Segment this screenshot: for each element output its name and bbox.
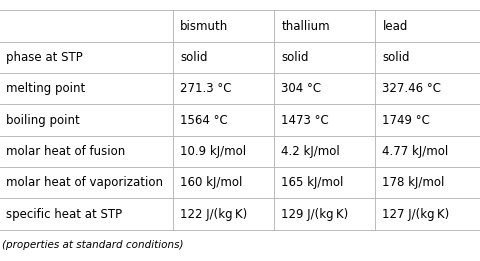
Text: specific heat at STP: specific heat at STP: [6, 207, 121, 221]
Text: 10.9 kJ/mol: 10.9 kJ/mol: [180, 145, 246, 158]
Text: boiling point: boiling point: [6, 114, 79, 127]
Text: 165 kJ/mol: 165 kJ/mol: [281, 176, 343, 189]
Text: 327.46 °C: 327.46 °C: [382, 82, 441, 95]
Text: 178 kJ/mol: 178 kJ/mol: [382, 176, 444, 189]
Text: 127 J/(kg K): 127 J/(kg K): [382, 207, 449, 221]
Text: molar heat of vaporization: molar heat of vaporization: [6, 176, 162, 189]
Text: thallium: thallium: [281, 20, 329, 33]
Text: solid: solid: [281, 51, 308, 64]
Text: 271.3 °C: 271.3 °C: [180, 82, 231, 95]
Text: 1564 °C: 1564 °C: [180, 114, 228, 127]
Text: 129 J/(kg K): 129 J/(kg K): [281, 207, 348, 221]
Text: molar heat of fusion: molar heat of fusion: [6, 145, 125, 158]
Text: 4.2 kJ/mol: 4.2 kJ/mol: [281, 145, 339, 158]
Text: lead: lead: [382, 20, 407, 33]
Text: (properties at standard conditions): (properties at standard conditions): [2, 240, 183, 250]
Text: 4.77 kJ/mol: 4.77 kJ/mol: [382, 145, 448, 158]
Text: 160 kJ/mol: 160 kJ/mol: [180, 176, 242, 189]
Text: bismuth: bismuth: [180, 20, 228, 33]
Text: 1749 °C: 1749 °C: [382, 114, 430, 127]
Text: phase at STP: phase at STP: [6, 51, 83, 64]
Text: 304 °C: 304 °C: [281, 82, 321, 95]
Text: 122 J/(kg K): 122 J/(kg K): [180, 207, 247, 221]
Text: solid: solid: [180, 51, 207, 64]
Text: solid: solid: [382, 51, 409, 64]
Text: 1473 °C: 1473 °C: [281, 114, 328, 127]
Text: melting point: melting point: [6, 82, 85, 95]
